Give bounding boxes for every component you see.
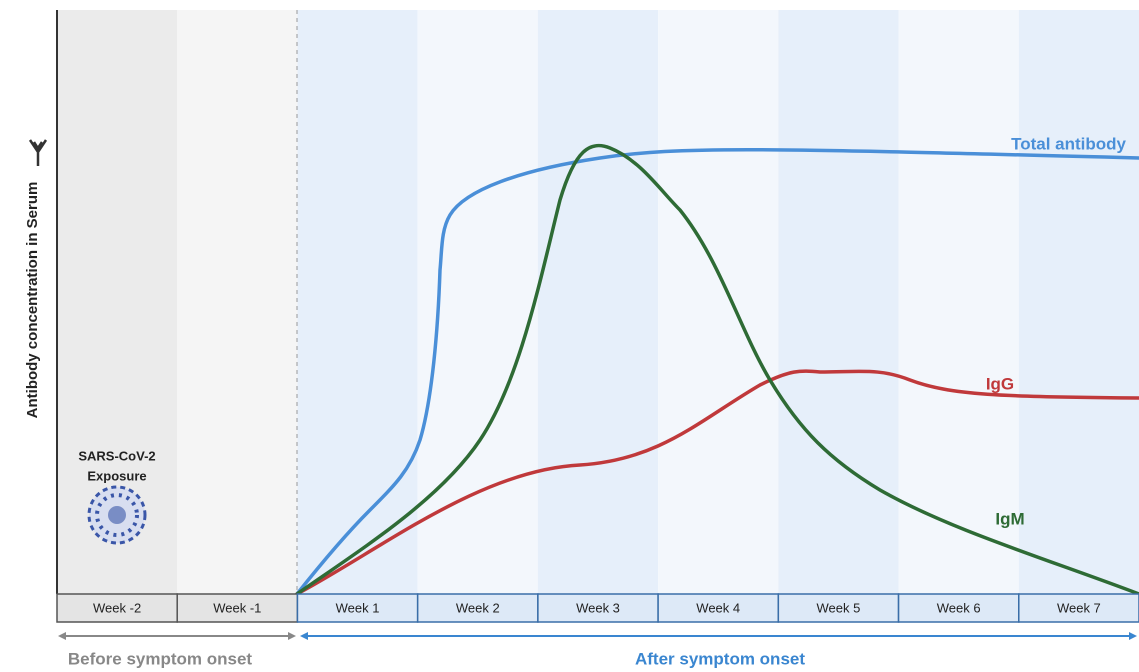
phase-label: After symptom onset <box>635 649 805 668</box>
week-band <box>537 10 659 594</box>
week-label: Week 4 <box>696 600 740 615</box>
week-label: Week -2 <box>93 600 141 615</box>
before-arrow <box>58 632 296 640</box>
igg-curve <box>295 369 1139 596</box>
curve-label: IgG <box>986 374 1014 393</box>
week-cell <box>537 593 659 623</box>
exposure-label: Exposure <box>87 468 146 483</box>
after-arrow <box>300 632 1137 640</box>
antibody-icon <box>28 139 48 166</box>
week-band <box>1018 10 1139 594</box>
week-band <box>417 10 538 594</box>
week-cell <box>897 593 1020 623</box>
week-label: Week 7 <box>1057 600 1101 615</box>
week-bar: Week -2 Week -1 Week 1 Week 2 Week 3 Week 4 We… <box>56 593 1139 623</box>
week-band <box>778 10 899 594</box>
week-cell <box>416 593 539 623</box>
week-label: Week 2 <box>456 600 500 615</box>
week-label: Week -1 <box>213 600 261 615</box>
week-bands <box>57 10 1139 594</box>
curve-label: Total antibody <box>1011 134 1126 153</box>
y-axis-label: Antibody concentration in Serum <box>24 182 41 419</box>
week-cell <box>657 593 780 623</box>
week-cell <box>176 593 299 623</box>
exposure-label: SARS-CoV-2 <box>78 448 155 463</box>
week-label: Week 1 <box>336 600 380 615</box>
week-band <box>177 10 298 594</box>
total-antibody-curve <box>295 147 1139 596</box>
week-label: Week 3 <box>576 600 620 615</box>
igm-curve <box>295 143 1139 596</box>
week-label: Week 6 <box>937 600 981 615</box>
curve-label: IgM <box>995 509 1024 528</box>
week-band <box>297 10 418 594</box>
week-cell <box>296 593 419 623</box>
week-band <box>658 10 779 594</box>
virus-icon <box>87 485 147 545</box>
week-cell <box>1018 593 1139 623</box>
week-band <box>898 10 1019 594</box>
phase-label: Before symptom onset <box>68 649 253 668</box>
week-cell <box>777 593 900 623</box>
week-label: Week 5 <box>817 600 861 615</box>
